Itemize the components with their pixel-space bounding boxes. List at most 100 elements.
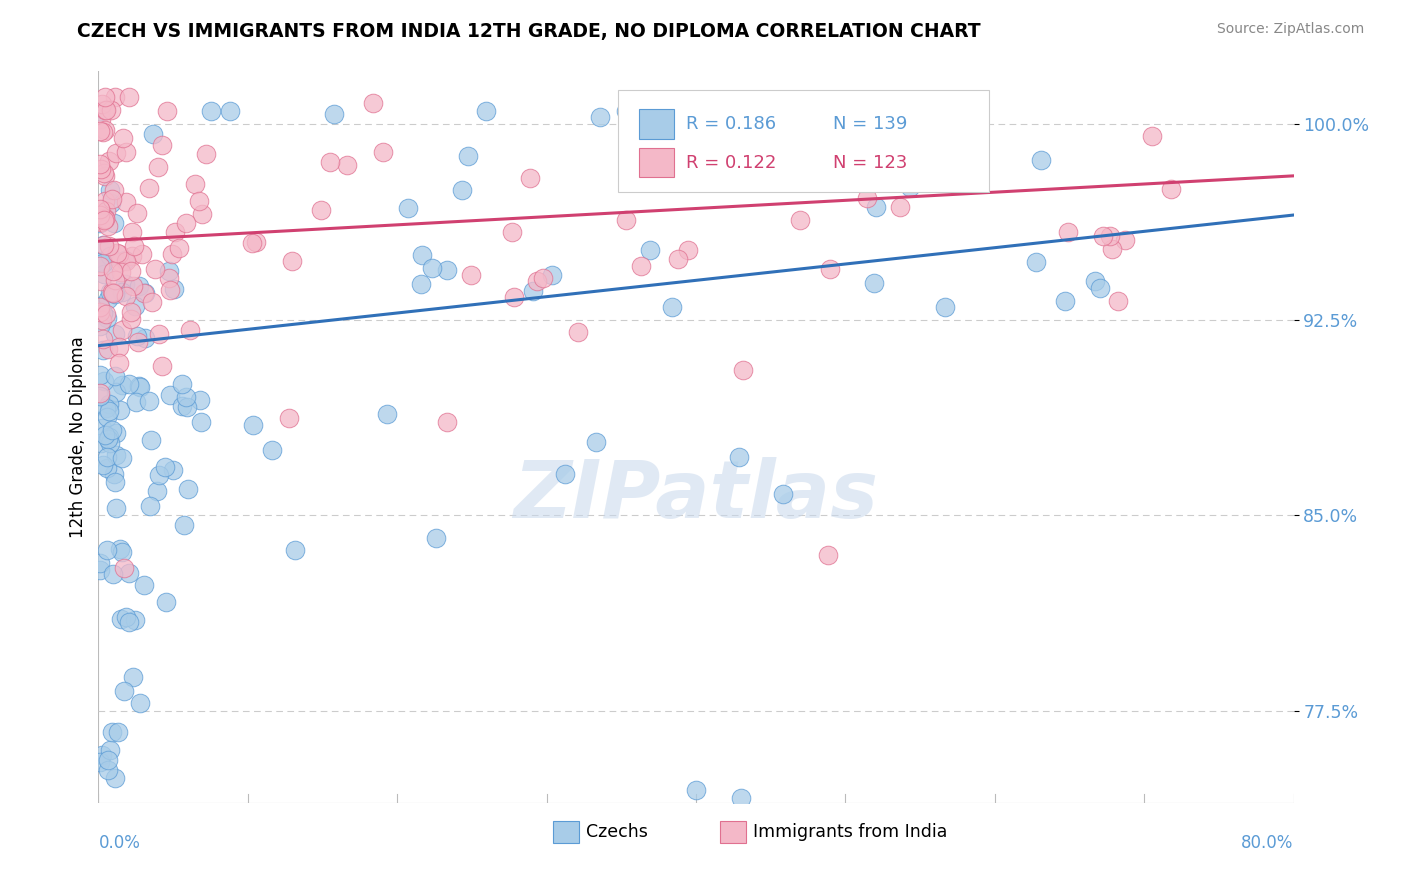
Point (163, 225, 186, 239)
Point (934, 300, 956, 314)
Point (111, 377, 134, 392)
Point (1140, 128, 1163, 143)
Point (97, 429, 120, 443)
Point (94, 90, 117, 104)
Point (155, 104, 177, 119)
Point (1091, 229, 1114, 244)
Point (1101, 242, 1123, 256)
Bar (638, 110, 675, 138)
Point (96, 103, 118, 117)
Point (162, 282, 184, 296)
Point (108, 541, 131, 556)
Point (134, 331, 156, 345)
Point (97, 397, 120, 411)
Point (519, 171, 541, 186)
Text: ZIPatlas: ZIPatlas (513, 457, 879, 534)
Point (818, 262, 841, 277)
Point (120, 305, 142, 319)
Text: N = 123: N = 123 (834, 153, 908, 172)
Point (98, 404, 121, 418)
Point (585, 434, 607, 449)
Point (129, 379, 152, 393)
Point (176, 390, 198, 404)
Point (96, 410, 118, 425)
Point (148, 326, 170, 341)
Point (104, 273, 127, 287)
Point (98, 285, 121, 299)
Point (200, 103, 222, 118)
Point (91, 256, 114, 270)
Point (104, 287, 127, 301)
Point (124, 613, 146, 627)
Point (93, 237, 115, 252)
Point (90, 253, 112, 268)
Point (101, 567, 124, 582)
Point (1084, 274, 1107, 288)
Point (118, 376, 141, 391)
Point (159, 388, 181, 402)
Point (661, 300, 683, 314)
Point (89, 260, 111, 274)
Point (396, 202, 419, 216)
Point (127, 335, 149, 350)
Point (91, 238, 114, 252)
Point (371, 145, 394, 160)
Point (91, 458, 114, 472)
Point (91, 420, 114, 434)
Point (1098, 229, 1121, 244)
Point (111, 450, 134, 465)
Point (614, 103, 637, 118)
Point (184, 177, 207, 191)
Point (89, 318, 111, 333)
Point (194, 147, 217, 161)
Point (138, 181, 160, 195)
Point (170, 376, 193, 391)
Y-axis label: 12th Grade, No Diploma: 12th Grade, No Diploma (69, 336, 87, 538)
Point (242, 417, 264, 432)
Point (101, 423, 124, 437)
Point (114, 253, 136, 268)
Point (148, 160, 170, 174)
Text: Czechs: Czechs (586, 823, 648, 841)
Point (105, 501, 128, 516)
Point (89, 103, 111, 118)
Point (159, 271, 181, 285)
Point (105, 448, 128, 462)
Point (128, 379, 150, 393)
Bar (720, 821, 747, 843)
Point (120, 312, 142, 326)
Point (105, 426, 128, 441)
Point (1053, 293, 1076, 308)
Point (93, 212, 115, 227)
Point (409, 277, 432, 291)
Point (97, 432, 120, 446)
Point (1088, 280, 1111, 294)
Point (98, 249, 121, 263)
Point (115, 289, 138, 303)
Point (107, 246, 129, 260)
Point (281, 253, 304, 268)
Point (118, 566, 141, 581)
Point (789, 213, 811, 227)
Point (89, 563, 111, 577)
Point (100, 195, 122, 210)
Point (89, 389, 111, 403)
Point (457, 149, 479, 163)
Point (114, 277, 136, 291)
Point (503, 290, 526, 304)
Point (218, 103, 240, 118)
Point (112, 560, 135, 574)
Point (666, 252, 689, 266)
Point (475, 103, 498, 118)
Point (531, 271, 554, 285)
Point (865, 200, 887, 214)
Point (336, 158, 359, 172)
Point (98, 239, 121, 253)
Point (567, 325, 589, 339)
Point (107, 246, 129, 260)
Point (425, 531, 447, 545)
Text: 80.0%: 80.0% (1241, 834, 1294, 852)
Point (260, 443, 283, 458)
Point (94, 401, 117, 416)
Point (245, 235, 267, 249)
